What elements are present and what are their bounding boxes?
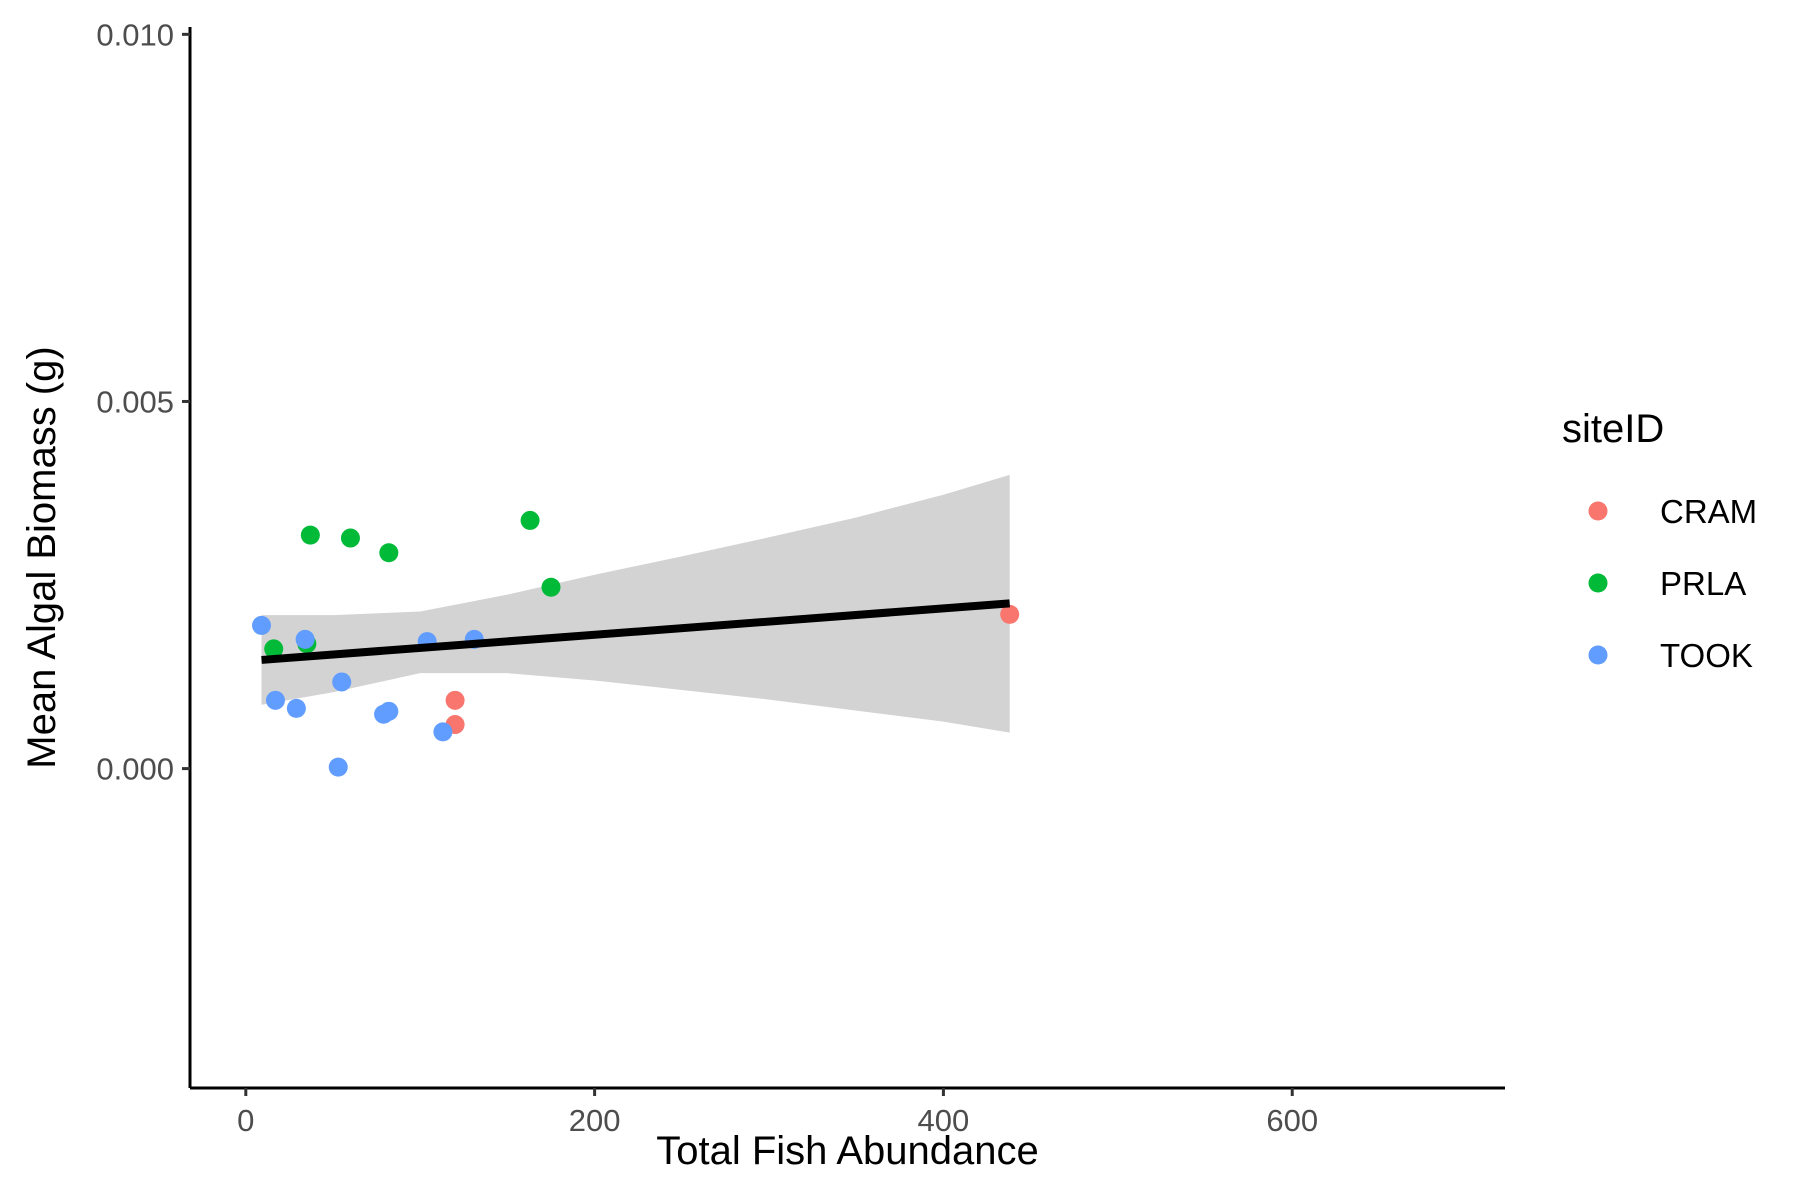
x-axis-ticks: 0 200 400 600	[237, 1088, 1318, 1138]
y-axis-ticks: 0.000 0.005 0.010	[96, 17, 190, 787]
data-point-prla	[300, 525, 320, 545]
data-point-took	[295, 629, 315, 649]
legend-title: siteID	[1562, 407, 1664, 451]
data-point-prla	[379, 543, 399, 563]
confidence-band	[261, 474, 1010, 733]
data-point-prla	[541, 577, 561, 597]
legend-label-prla: PRLA	[1660, 565, 1746, 602]
y-tick-label: 0.005	[96, 384, 174, 419]
legend-label-cram: CRAM	[1660, 493, 1757, 530]
data-point-took	[328, 757, 348, 777]
data-point-cram	[445, 690, 465, 710]
legend-items: CRAM PRLA TOOK	[1588, 493, 1757, 674]
data-point-prla	[520, 510, 540, 530]
x-axis-label: Total Fish Abundance	[656, 1129, 1038, 1173]
x-tick-label: 200	[569, 1103, 621, 1138]
data-point-took	[265, 690, 285, 710]
y-tick-label: 0.000	[96, 752, 174, 787]
data-point-took	[379, 701, 399, 721]
y-tick-label: 0.010	[96, 17, 174, 52]
legend-key-took	[1588, 645, 1608, 665]
x-tick-label: 600	[1266, 1103, 1318, 1138]
data-point-took	[252, 615, 272, 635]
data-point-took	[286, 698, 306, 718]
legend-key-cram	[1588, 501, 1608, 521]
data-point-prla	[340, 528, 360, 548]
y-axis-label: Mean Algal Biomass (g)	[20, 346, 64, 768]
data-point-prla	[264, 639, 284, 659]
legend-label-took: TOOK	[1660, 637, 1753, 674]
legend-key-prla	[1588, 573, 1608, 593]
axes: 0.000 0.005 0.010 0 200 400 600	[96, 17, 1505, 1138]
data-point-took	[332, 672, 352, 692]
legend: siteID CRAM PRLA TOOK	[1562, 407, 1757, 674]
data-point-cram	[1000, 604, 1020, 624]
data-points	[252, 510, 1020, 777]
plot-area	[252, 474, 1020, 777]
data-point-took	[433, 722, 453, 742]
x-tick-label: 400	[918, 1103, 970, 1138]
trend-line	[261, 599, 1010, 664]
x-tick-label: 0	[237, 1103, 254, 1138]
